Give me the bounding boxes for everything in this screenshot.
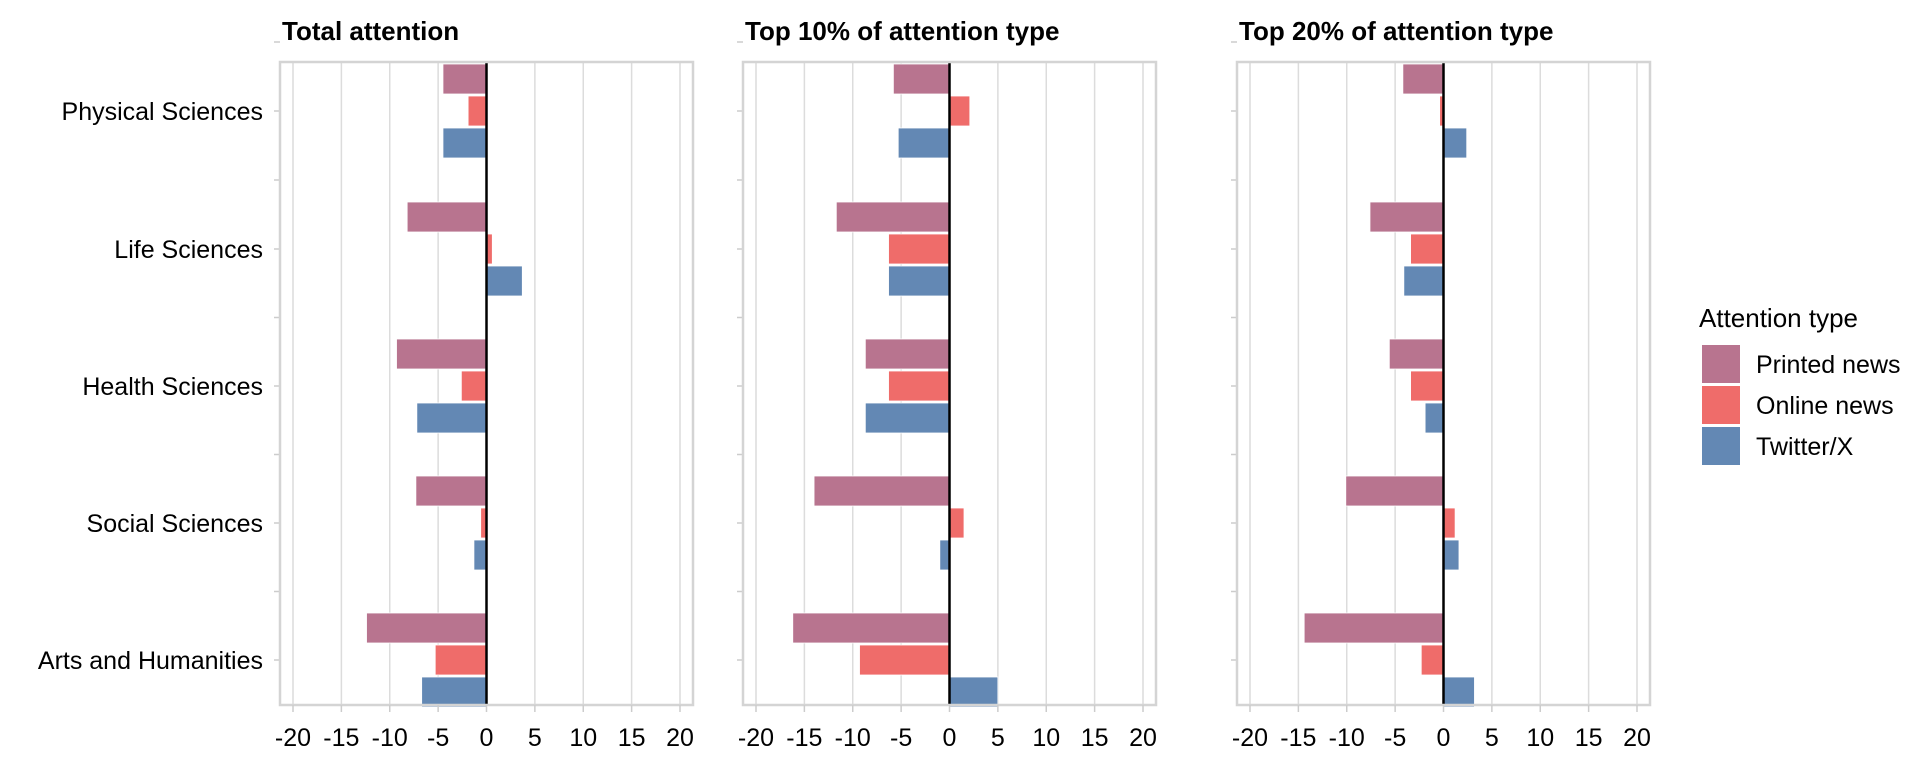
bar — [1303, 612, 1444, 644]
x-tick-label: 5 — [991, 724, 1005, 752]
legend-swatch — [1702, 427, 1740, 465]
bar — [396, 338, 487, 370]
category-label: Physical Sciences — [62, 98, 263, 126]
bar — [1410, 370, 1444, 402]
x-tick-label: -20 — [1232, 724, 1268, 752]
x-tick-label: 20 — [1129, 724, 1157, 752]
x-tick-label: -5 — [427, 724, 449, 752]
category-label: Arts and Humanities — [38, 647, 263, 675]
legend: Attention type Printed news Online news Twi… — [1699, 303, 1901, 465]
x-tick-label: -20 — [738, 724, 774, 752]
x-tick-label: -20 — [275, 724, 311, 752]
bar — [1345, 475, 1444, 507]
legend-label: Printed news — [1756, 351, 1901, 379]
x-tick-label: -15 — [1280, 724, 1316, 752]
bar — [415, 475, 487, 507]
category-label: Health Sciences — [82, 373, 263, 401]
bar — [835, 201, 950, 233]
bar — [486, 265, 523, 297]
category-label: Social Sciences — [87, 510, 263, 538]
x-tick-label: -5 — [890, 724, 912, 752]
legend-label: Online news — [1756, 392, 1894, 420]
bar — [1443, 507, 1456, 539]
bar — [813, 475, 950, 507]
bar — [442, 63, 487, 95]
x-tick-label: 5 — [528, 724, 542, 752]
legend-title: Attention type — [1699, 303, 1858, 333]
bar — [888, 233, 950, 265]
panel-2: Top 10% of attention type -20 -15 -10 -5 0 5 10… — [737, 16, 1158, 752]
bar — [1369, 201, 1444, 233]
bar — [888, 265, 950, 297]
x-tick-label: 15 — [618, 724, 646, 752]
bar — [1402, 63, 1444, 95]
x-tick-label: -10 — [1329, 724, 1365, 752]
x-tick-label: -10 — [835, 724, 871, 752]
x-tick-label: 0 — [480, 724, 494, 752]
bar — [1443, 539, 1460, 571]
bar — [897, 127, 950, 159]
bar — [949, 676, 999, 708]
x-tick-label: -15 — [786, 724, 822, 752]
panel-title: Top 20% of attention type — [1239, 16, 1553, 46]
bar — [888, 370, 950, 402]
x-tick-label: 5 — [1485, 724, 1499, 752]
bar — [949, 95, 971, 127]
bar — [1388, 338, 1444, 370]
bar — [859, 644, 950, 676]
legend-label: Twitter/X — [1756, 433, 1854, 461]
bar — [473, 539, 487, 571]
x-tick-label: -15 — [323, 724, 359, 752]
bar — [421, 676, 487, 708]
legend-swatch — [1702, 345, 1740, 383]
bar — [864, 338, 950, 370]
bar — [442, 127, 487, 159]
bar — [366, 612, 487, 644]
x-tick-label: -10 — [372, 724, 408, 752]
bar — [792, 612, 950, 644]
legend-swatch — [1702, 386, 1740, 424]
x-tick-label: 20 — [1623, 724, 1651, 752]
x-tick-label: 0 — [943, 724, 957, 752]
panel-3: Top 20% of attention type -20 -15 -10 -5 0 5 10… — [1231, 16, 1652, 752]
x-tick-label: 15 — [1081, 724, 1109, 752]
bar — [1420, 644, 1444, 676]
bar — [949, 507, 965, 539]
bar — [1443, 127, 1468, 159]
x-tick-label: 0 — [1437, 724, 1451, 752]
x-tick-label: 10 — [1032, 724, 1060, 752]
x-tick-label: 20 — [666, 724, 694, 752]
bar — [1443, 676, 1475, 708]
bar — [864, 402, 950, 434]
bar — [460, 370, 487, 402]
panel-title: Top 10% of attention type — [745, 16, 1059, 46]
bar — [939, 539, 950, 571]
x-tick-label: 15 — [1575, 724, 1603, 752]
bar — [1403, 265, 1444, 297]
category-label: Life Sciences — [114, 236, 263, 264]
bar — [416, 402, 487, 434]
bar — [1410, 233, 1444, 265]
panel-title: Total attention — [282, 16, 459, 46]
x-tick-label: -5 — [1384, 724, 1406, 752]
x-tick-label: 10 — [1526, 724, 1554, 752]
panel-1: Total attention -20 -15 -10 -5 0 5 10 15 20 Physic… — [38, 16, 695, 752]
bar — [434, 644, 487, 676]
x-tick-label: 10 — [569, 724, 597, 752]
bar — [1424, 402, 1444, 434]
bar — [467, 95, 487, 127]
bar — [892, 63, 950, 95]
bar — [406, 201, 487, 233]
